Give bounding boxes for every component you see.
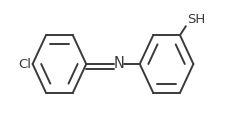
Text: SH: SH: [187, 13, 205, 26]
Text: N: N: [114, 56, 125, 72]
Text: Cl: Cl: [18, 57, 31, 71]
